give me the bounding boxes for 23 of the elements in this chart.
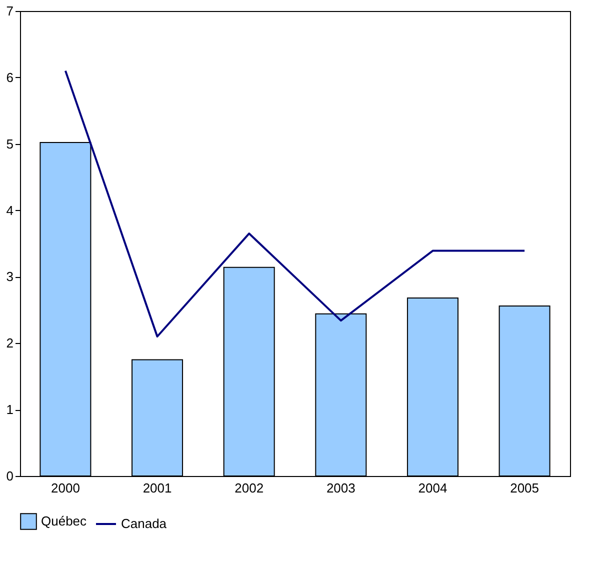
bar — [498, 305, 550, 476]
y-tick-label: 1 — [6, 402, 14, 418]
line-series — [64, 70, 526, 338]
x-tick-label: 2000 — [50, 480, 80, 496]
y-tick-label: 6 — [6, 70, 14, 85]
y-tick-label: 5 — [6, 136, 14, 152]
y-tick-label: 4 — [6, 202, 14, 218]
x-tick-label: 2005 — [510, 480, 540, 496]
bar — [223, 266, 275, 476]
legend-label: Canada — [121, 516, 168, 531]
y-tick-label: 2 — [6, 336, 14, 351]
legend-label: Québec — [41, 514, 88, 528]
bar — [132, 359, 184, 476]
y-tick-label: 0 — [6, 468, 14, 484]
x-tick-label: 2001 — [142, 480, 172, 496]
bar — [406, 297, 458, 476]
bar — [315, 313, 367, 476]
y-tick-label: 3 — [6, 269, 14, 284]
x-tick-label: 2003 — [326, 480, 356, 496]
x-tick-label: 2004 — [418, 480, 448, 496]
x-tick-label: 2002 — [234, 480, 264, 496]
y-tick-label: 7 — [6, 4, 14, 18]
bar — [40, 142, 92, 476]
